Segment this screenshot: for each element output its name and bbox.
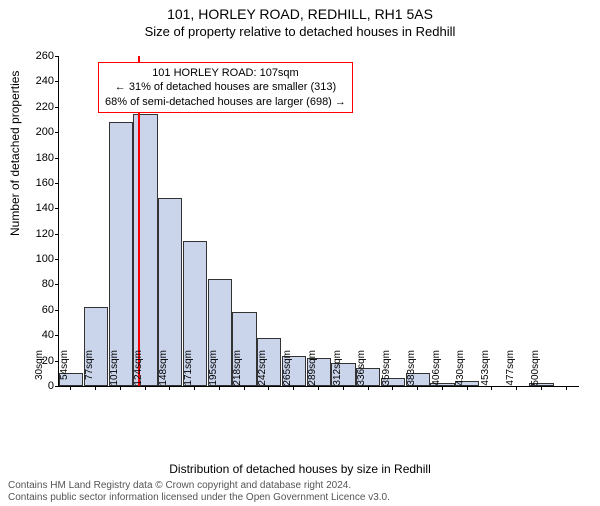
x-axis-label: Distribution of detached houses by size …	[0, 462, 600, 476]
x-tick-label: 477sqm	[505, 350, 516, 390]
histogram-bar	[133, 114, 157, 386]
annotation-line3: 68% of semi-detached houses are larger (…	[105, 95, 346, 109]
x-tick-label: 406sqm	[431, 350, 442, 390]
y-tick-label: 140	[24, 202, 54, 214]
x-tick-label: 77sqm	[84, 350, 95, 390]
x-tick-label: 289sqm	[307, 350, 318, 390]
x-tick-label: 265sqm	[282, 350, 293, 390]
x-tick-label: 500sqm	[530, 350, 541, 390]
x-tick-label: 148sqm	[158, 350, 169, 390]
x-tick-label: 453sqm	[480, 350, 491, 390]
annotation-line1: 101 HORLEY ROAD: 107sqm	[105, 66, 346, 80]
x-tick-label: 218sqm	[232, 350, 243, 390]
y-tick-label: 160	[24, 177, 54, 189]
footer: Contains HM Land Registry data © Crown c…	[8, 480, 390, 504]
annotation-box: 101 HORLEY ROAD: 107sqm ← 31% of detache…	[98, 62, 353, 113]
y-tick-label: 200	[24, 126, 54, 138]
x-tick-label: 101sqm	[109, 350, 120, 390]
y-tick-label: 100	[24, 253, 54, 265]
x-tick-label: 383sqm	[406, 350, 417, 390]
chart-subtitle: Size of property relative to detached ho…	[0, 24, 600, 39]
histogram-bar	[109, 122, 133, 386]
footer-line2: Contains public sector information licen…	[8, 492, 390, 504]
y-tick-label: 240	[24, 75, 54, 87]
y-tick-label: 80	[24, 278, 54, 290]
y-tick-label: 40	[24, 329, 54, 341]
x-tick-label: 336sqm	[356, 350, 367, 390]
x-tick-label: 359sqm	[381, 350, 392, 390]
y-tick-label: 260	[24, 50, 54, 62]
x-tick-label: 430sqm	[455, 350, 466, 390]
x-tick-label: 312sqm	[332, 350, 343, 390]
y-axis-label: Number of detached properties	[8, 71, 22, 236]
x-tick-label: 30sqm	[34, 350, 45, 390]
chart-title: 101, HORLEY ROAD, REDHILL, RH1 5AS	[0, 6, 600, 22]
annotation-line2: ← 31% of detached houses are smaller (31…	[105, 80, 346, 94]
footer-line1: Contains HM Land Registry data © Crown c…	[8, 480, 390, 492]
x-tick-label: 195sqm	[208, 350, 219, 390]
x-tick-label: 124sqm	[133, 350, 144, 390]
y-tick-label: 120	[24, 228, 54, 240]
chart-container: 101, HORLEY ROAD, REDHILL, RH1 5AS Size …	[0, 6, 600, 506]
x-tick-label: 242sqm	[257, 350, 268, 390]
x-tick-label: 54sqm	[59, 350, 70, 390]
chart-area: 101 HORLEY ROAD: 107sqm ← 31% of detache…	[58, 56, 578, 426]
y-tick-label: 220	[24, 101, 54, 113]
y-tick-label: 180	[24, 152, 54, 164]
x-tick-label: 171sqm	[183, 350, 194, 390]
y-tick-label: 60	[24, 304, 54, 316]
